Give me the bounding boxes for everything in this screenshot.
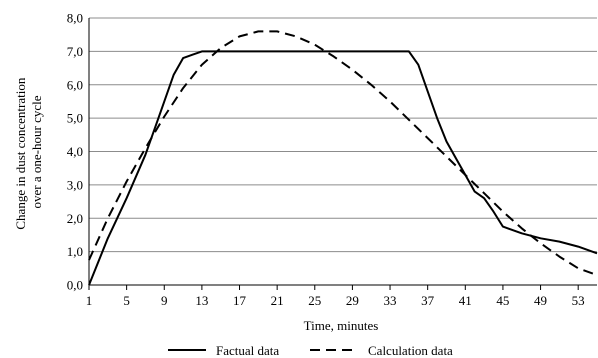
x-tick-label: 41 xyxy=(459,293,472,308)
x-axis-title: Time, minutes xyxy=(304,318,379,333)
y-tick-label: 2,0 xyxy=(67,211,83,226)
legend-label-factual: Factual data xyxy=(216,343,279,358)
y-axis-title-line-2: over a one-hour cycle xyxy=(29,95,44,208)
y-axis-title: Change in dust concentration over a one-… xyxy=(13,74,44,229)
x-tick-label: 17 xyxy=(233,293,247,308)
x-tick-label: 33 xyxy=(384,293,397,308)
legend: Factual data Calculation data xyxy=(168,343,453,358)
axes xyxy=(88,18,597,290)
y-tick-label: 4,0 xyxy=(67,144,83,159)
legend-label-calculation: Calculation data xyxy=(368,343,453,358)
x-tick-label: 13 xyxy=(195,293,208,308)
x-tick-label: 29 xyxy=(346,293,359,308)
y-tick-label: 7,0 xyxy=(67,44,83,59)
x-tick-label: 53 xyxy=(572,293,585,308)
x-tick-labels: 1 5 9 13 17 21 25 29 33 37 41 45 49 53 xyxy=(86,293,585,308)
y-tick-label: 3,0 xyxy=(67,177,83,192)
x-tick-label: 21 xyxy=(271,293,284,308)
y-tick-label: 8,0 xyxy=(67,11,83,26)
x-tick-label: 37 xyxy=(421,293,435,308)
x-tick-label: 5 xyxy=(123,293,130,308)
x-tick-label: 1 xyxy=(86,293,93,308)
y-tick-label: 6,0 xyxy=(67,77,83,92)
x-tick-label: 45 xyxy=(496,293,509,308)
y-tick-label: 5,0 xyxy=(67,111,83,126)
x-tick-label: 9 xyxy=(161,293,168,308)
y-tick-label: 1,0 xyxy=(67,244,83,259)
y-tick-labels: 0,0 1,0 2,0 3,0 4,0 5,0 6,0 7,0 8,0 xyxy=(67,11,83,293)
y-axis-title-line-1: Change in dust concentration xyxy=(13,77,28,229)
series-line-factual xyxy=(88,50,598,286)
series-line-calculation xyxy=(88,30,598,276)
y-tick-label: 0,0 xyxy=(67,278,83,293)
series-lines xyxy=(88,30,598,286)
x-tick-label: 49 xyxy=(534,293,547,308)
x-tick-label: 25 xyxy=(308,293,321,308)
y-gridlines xyxy=(89,17,597,253)
